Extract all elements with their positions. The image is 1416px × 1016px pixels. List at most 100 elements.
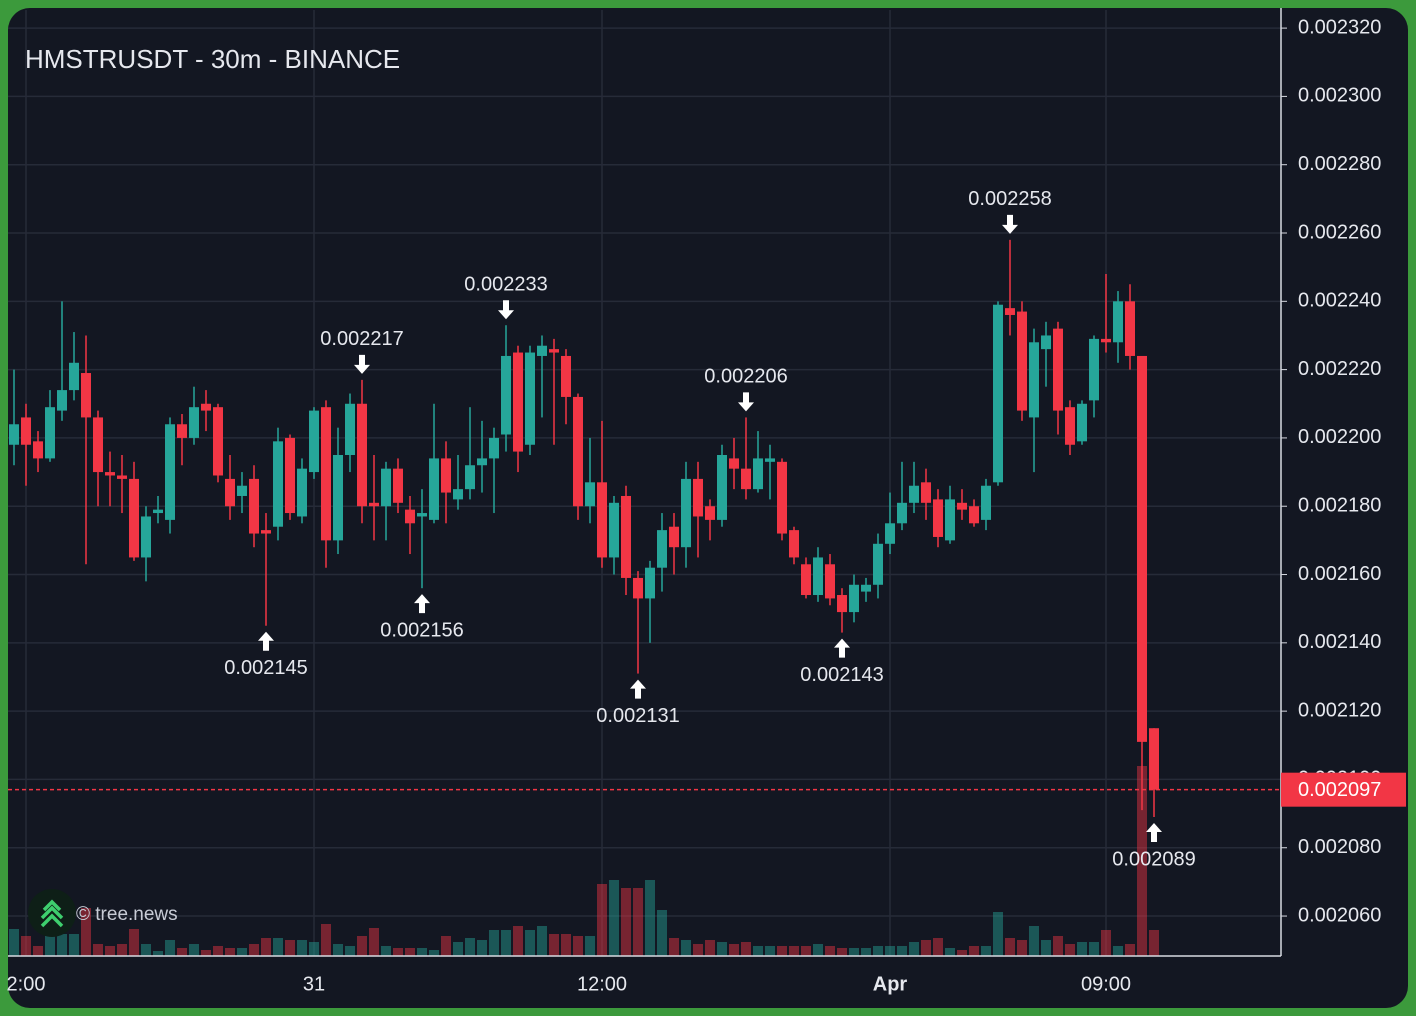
volume-bar bbox=[93, 944, 103, 956]
candle-body bbox=[813, 557, 823, 596]
candle-body bbox=[453, 489, 463, 500]
candle-body bbox=[309, 410, 319, 473]
candle-body bbox=[189, 407, 199, 438]
candle-body bbox=[849, 584, 859, 613]
candle-body bbox=[1101, 338, 1111, 343]
volume-bar bbox=[105, 946, 115, 956]
y-tick-label: 0.002280 bbox=[1298, 153, 1381, 175]
volume-bar bbox=[189, 944, 199, 956]
candle-body bbox=[681, 478, 691, 548]
y-tick-label: 0.002180 bbox=[1298, 495, 1381, 517]
volume-bar bbox=[561, 934, 571, 956]
volume-bar bbox=[165, 940, 175, 956]
volume-bar bbox=[513, 926, 523, 956]
volume-bar bbox=[129, 929, 139, 956]
candle-body bbox=[741, 468, 751, 490]
marker-arrow bbox=[630, 679, 646, 699]
volume-bar bbox=[237, 948, 247, 956]
volume-bar bbox=[321, 924, 331, 956]
volume-bar bbox=[33, 946, 43, 956]
low-label: 0.002145 bbox=[224, 657, 307, 679]
candle-body bbox=[1005, 308, 1015, 315]
low-label: 0.002131 bbox=[596, 705, 679, 727]
candle-body bbox=[333, 454, 343, 541]
volume-bar bbox=[1029, 926, 1039, 956]
volume-bar bbox=[849, 948, 859, 956]
x-tick-label: 12:00 bbox=[577, 973, 627, 995]
candle-body bbox=[801, 564, 811, 596]
candle-body bbox=[1149, 728, 1159, 790]
candle-body bbox=[669, 526, 679, 548]
candle-body bbox=[429, 458, 439, 520]
chart-title: HMSTRUSDT - 30m - BINANCE bbox=[25, 44, 400, 74]
candle-body bbox=[657, 530, 667, 568]
volume-bar bbox=[993, 912, 1003, 956]
candle-body bbox=[729, 458, 739, 469]
candle-body bbox=[909, 485, 919, 503]
candle-body bbox=[969, 506, 979, 524]
volume-bar bbox=[981, 946, 991, 956]
candle-body bbox=[177, 424, 187, 438]
candle-body bbox=[393, 468, 403, 503]
candle-body bbox=[921, 482, 931, 503]
candle-body bbox=[825, 564, 835, 599]
marker-arrow bbox=[1002, 214, 1018, 234]
volume-bar bbox=[357, 936, 367, 956]
candle-body bbox=[357, 403, 367, 507]
candle-body bbox=[1029, 342, 1039, 418]
x-tick-label: 31 bbox=[303, 973, 325, 995]
volume-bar bbox=[657, 910, 667, 956]
watermark: © tree.news bbox=[76, 904, 178, 925]
candle-body bbox=[873, 543, 883, 585]
candle-body bbox=[1077, 403, 1087, 442]
volume-bar bbox=[765, 946, 775, 956]
candle-body bbox=[645, 567, 655, 599]
volume-bar bbox=[741, 942, 751, 956]
candle-body bbox=[129, 478, 139, 558]
candle-body bbox=[165, 424, 175, 520]
volume-bar bbox=[1101, 930, 1111, 956]
volume-bar bbox=[609, 880, 619, 956]
logo-mark bbox=[40, 899, 64, 928]
candle-body bbox=[525, 352, 535, 445]
volume-bar bbox=[897, 946, 907, 956]
volume-bar bbox=[297, 940, 307, 956]
volume-bar bbox=[825, 946, 835, 956]
volume-bar bbox=[153, 951, 163, 956]
candle-body bbox=[321, 407, 331, 541]
volume-bar bbox=[945, 948, 955, 956]
candle-body bbox=[633, 577, 643, 599]
candle-body bbox=[1017, 311, 1027, 411]
candle-body bbox=[1113, 301, 1123, 343]
high-label: 0.002258 bbox=[968, 188, 1051, 210]
volume-bar bbox=[441, 936, 451, 956]
volume-bar bbox=[489, 930, 499, 956]
low-label: 0.002156 bbox=[380, 619, 463, 641]
volume-bar bbox=[861, 948, 871, 956]
candle-body bbox=[213, 407, 223, 476]
volume-bar bbox=[1089, 942, 1099, 956]
volume-bar bbox=[909, 942, 919, 956]
volume-bar bbox=[837, 948, 847, 956]
candle-body bbox=[753, 458, 763, 490]
candle-body bbox=[513, 352, 523, 452]
logo bbox=[28, 889, 76, 937]
volume-bar bbox=[1053, 936, 1063, 956]
volume-bar bbox=[1017, 940, 1027, 956]
candle-body bbox=[93, 417, 103, 473]
volume-bar bbox=[525, 930, 535, 956]
marker-arrow bbox=[738, 392, 754, 412]
volume-bar bbox=[801, 946, 811, 956]
candle-body bbox=[249, 478, 259, 534]
candle-body bbox=[561, 355, 571, 397]
volume-bar bbox=[429, 950, 439, 956]
candle-body bbox=[1137, 355, 1147, 742]
candle-body bbox=[117, 475, 127, 479]
volume-bar bbox=[1005, 938, 1015, 956]
candle-body bbox=[885, 523, 895, 544]
candle-body bbox=[1065, 407, 1075, 445]
volume-bar bbox=[45, 936, 55, 956]
candle-body bbox=[33, 441, 43, 459]
candle-body bbox=[45, 407, 55, 459]
volume-bar bbox=[621, 888, 631, 956]
